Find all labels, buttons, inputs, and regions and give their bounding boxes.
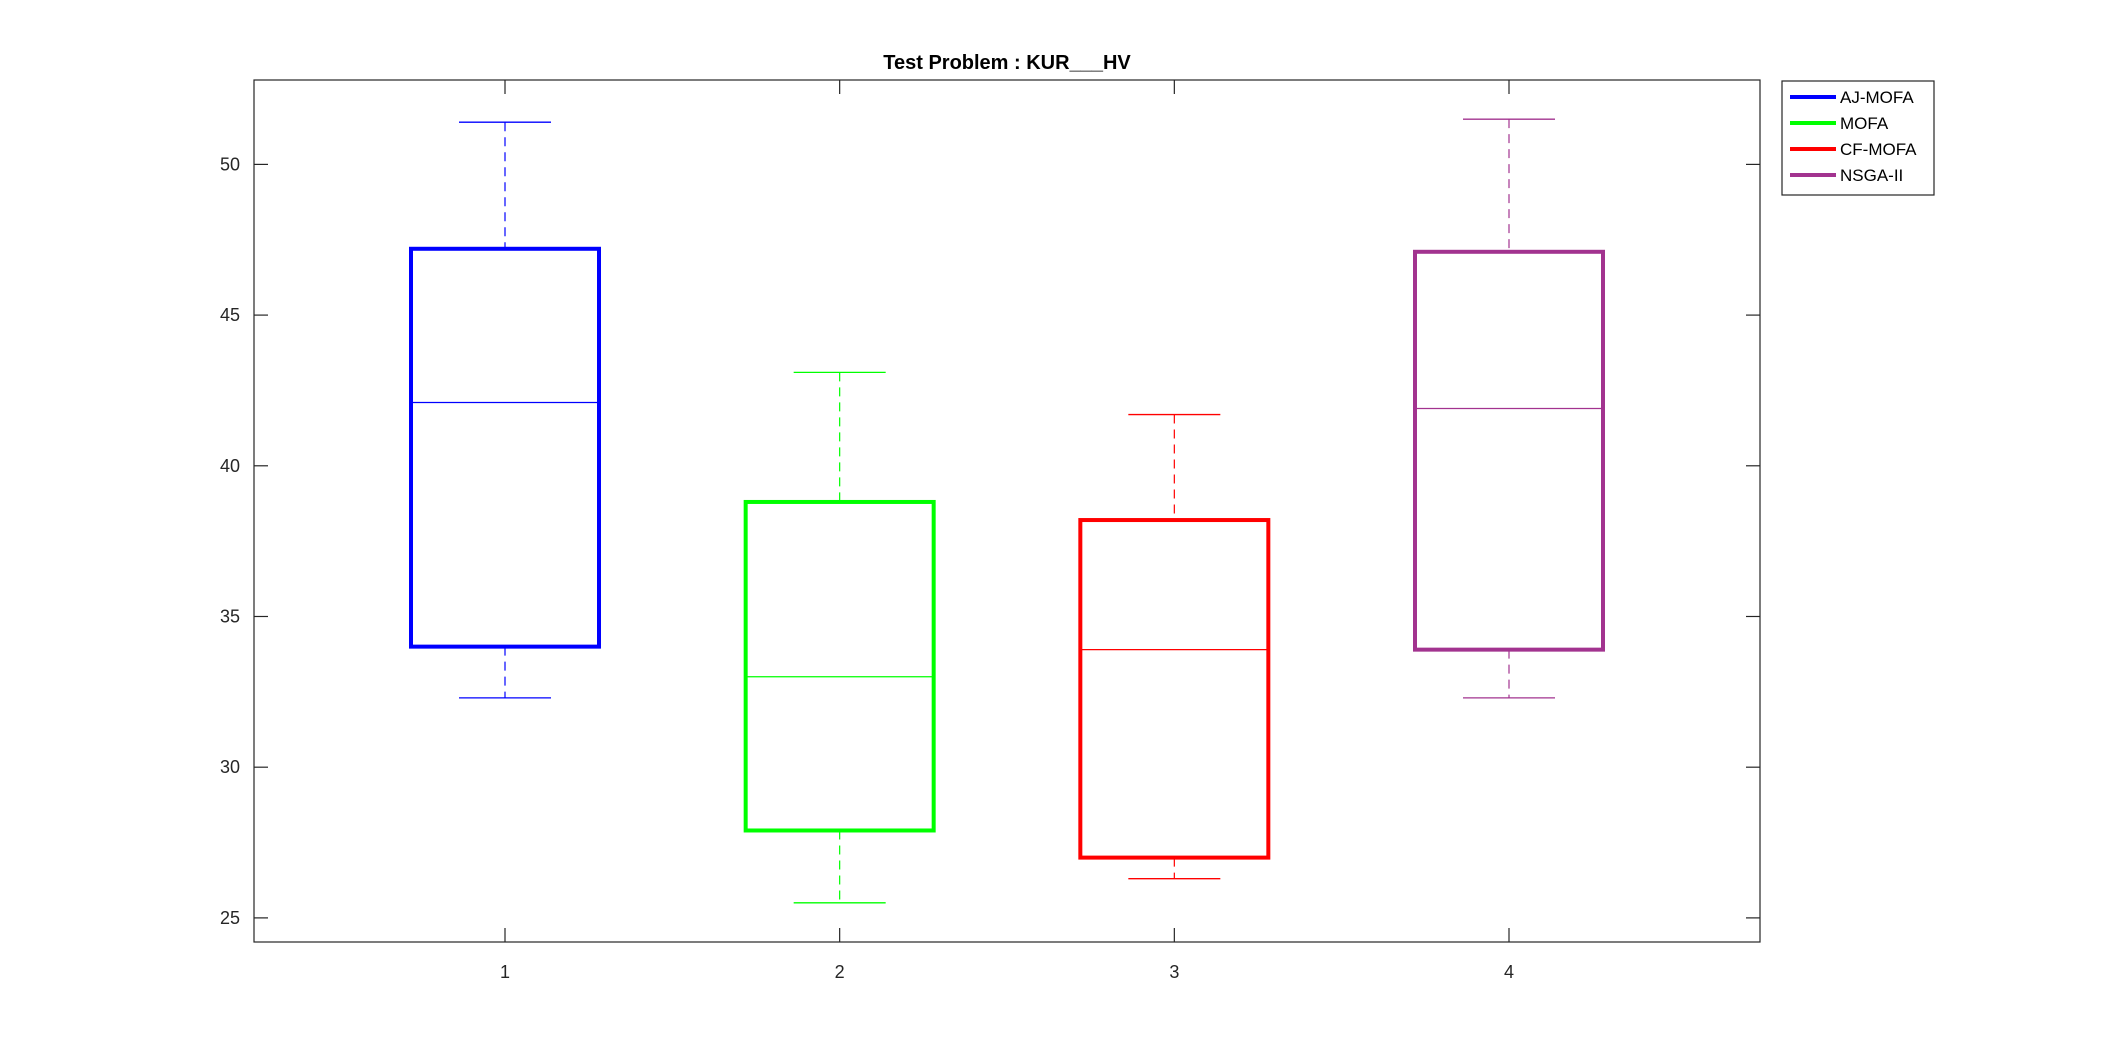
y-tick-label: 45 [220,305,240,325]
y-tick-label: 50 [220,154,240,174]
legend-label-4: NSGA-II [1840,166,1903,185]
x-tick-label: 1 [500,962,510,982]
iqr-box [1413,249,1605,652]
chart-title: Test Problem : KUR___HV [883,52,1131,74]
y-tick-label: 30 [220,757,240,777]
y-tick-label: 25 [220,908,240,928]
iqr-box [1078,518,1271,860]
axes: 25 30 35 40 45 50 1 2 3 4 [220,79,1761,982]
y-tick-label: 35 [220,606,240,626]
iqr-box [743,499,936,833]
legend-label-3: CF-MOFA [1840,140,1917,159]
iqr-box [409,246,601,649]
x-tick-label: 4 [1504,962,1514,982]
legend-label-1: AJ-MOFA [1840,88,1914,107]
legend-label-2: MOFA [1840,114,1889,133]
box-group-4 [1413,118,1605,699]
box-group-1 [409,121,601,699]
x-tick-label: 3 [1169,962,1179,982]
plot-area [409,118,1605,904]
y-tick-label: 40 [220,456,240,476]
x-tick-label: 2 [835,962,845,982]
axes-frame [253,79,1761,943]
legend: AJ-MOFA MOFA CF-MOFA NSGA-II [1781,80,1935,196]
box-group-2 [743,371,936,904]
box-group-3 [1078,413,1271,880]
